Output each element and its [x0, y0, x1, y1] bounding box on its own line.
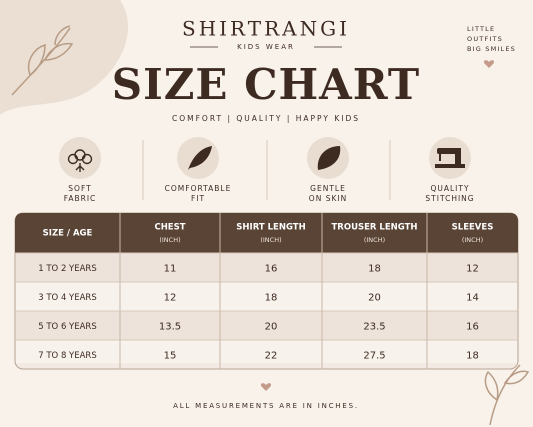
cell-value: 11 [164, 264, 177, 275]
row-bg [16, 253, 517, 282]
size-label: 5 TO 6 YEARS [38, 322, 96, 332]
tagline: OUTFITS [467, 35, 503, 43]
cell-value: 23.5 [363, 322, 385, 333]
cell-value: 20 [265, 322, 278, 333]
feature-label: FABRIC [64, 194, 97, 203]
column-header: SLEEVES [452, 223, 494, 233]
dividers [142, 140, 391, 200]
leaf-branch [11, 25, 74, 96]
subtitle: COMFORT | QUALITY | HAPPY KIDS [172, 114, 360, 123]
feature-label: STITCHING [425, 194, 474, 203]
column-unit: (INCH) [462, 236, 483, 244]
size-label: 1 TO 2 YEARS [38, 264, 96, 274]
column-unit: (INCH) [159, 236, 180, 244]
feature-label: GENTLE [310, 184, 346, 193]
cell-value: 27.5 [363, 351, 385, 362]
cell-value: 20 [368, 293, 381, 304]
cell-value: 12 [164, 293, 177, 304]
cell-value: 14 [466, 293, 479, 304]
feature-label: FIT [191, 194, 205, 203]
column-unit: (INCH) [364, 236, 385, 244]
brand: SHIRTRANGI [182, 17, 350, 41]
subbrand: KIDS WEAR [237, 43, 295, 51]
size-label: 7 TO 8 YEARS [38, 351, 96, 361]
heart [260, 383, 272, 391]
cell-value: 22 [265, 351, 278, 362]
row-bg [16, 311, 517, 340]
feature-label: QUALITY [430, 184, 469, 193]
row-bg [16, 282, 517, 311]
cell-value: 13.5 [159, 322, 181, 333]
title: SIZE CHART [112, 60, 420, 109]
cell-value: 18 [368, 264, 381, 275]
table: 1 TO 2 YEARS 11 16 18 12 3 TO 4 YEARS 12 18 20 14… [14, 212, 519, 370]
feature-label: COMFORTABLE [165, 184, 232, 193]
heart [483, 60, 495, 68]
feature-label: ON SKIN [309, 194, 347, 203]
leaf-branch [484, 364, 530, 426]
feature-label: SOFT [68, 184, 91, 193]
row-bg [16, 340, 517, 363]
cell-value: 18 [466, 351, 479, 362]
tagline: LITTLE [467, 25, 495, 33]
column-header: CHEST [154, 223, 185, 233]
tagline: BIG SMILES [467, 45, 516, 53]
cell-value: 15 [164, 351, 177, 362]
cell-value: 18 [265, 293, 278, 304]
cell-value: 16 [466, 322, 479, 333]
size-label: 3 TO 4 YEARS [38, 293, 96, 303]
cell-value: 16 [265, 264, 278, 275]
column-header: SIZE / AGE [43, 229, 93, 239]
header-bg [15, 213, 518, 253]
column-header: TROUSER LENGTH [332, 223, 418, 233]
icons [59, 137, 471, 179]
column-unit: (INCH) [260, 236, 281, 244]
blob [0, 0, 129, 115]
cell-value: 12 [466, 264, 479, 275]
footer: ALL MEASUREMENTS ARE IN INCHES. [173, 402, 359, 410]
column-header: SHIRT LENGTH [236, 223, 305, 233]
